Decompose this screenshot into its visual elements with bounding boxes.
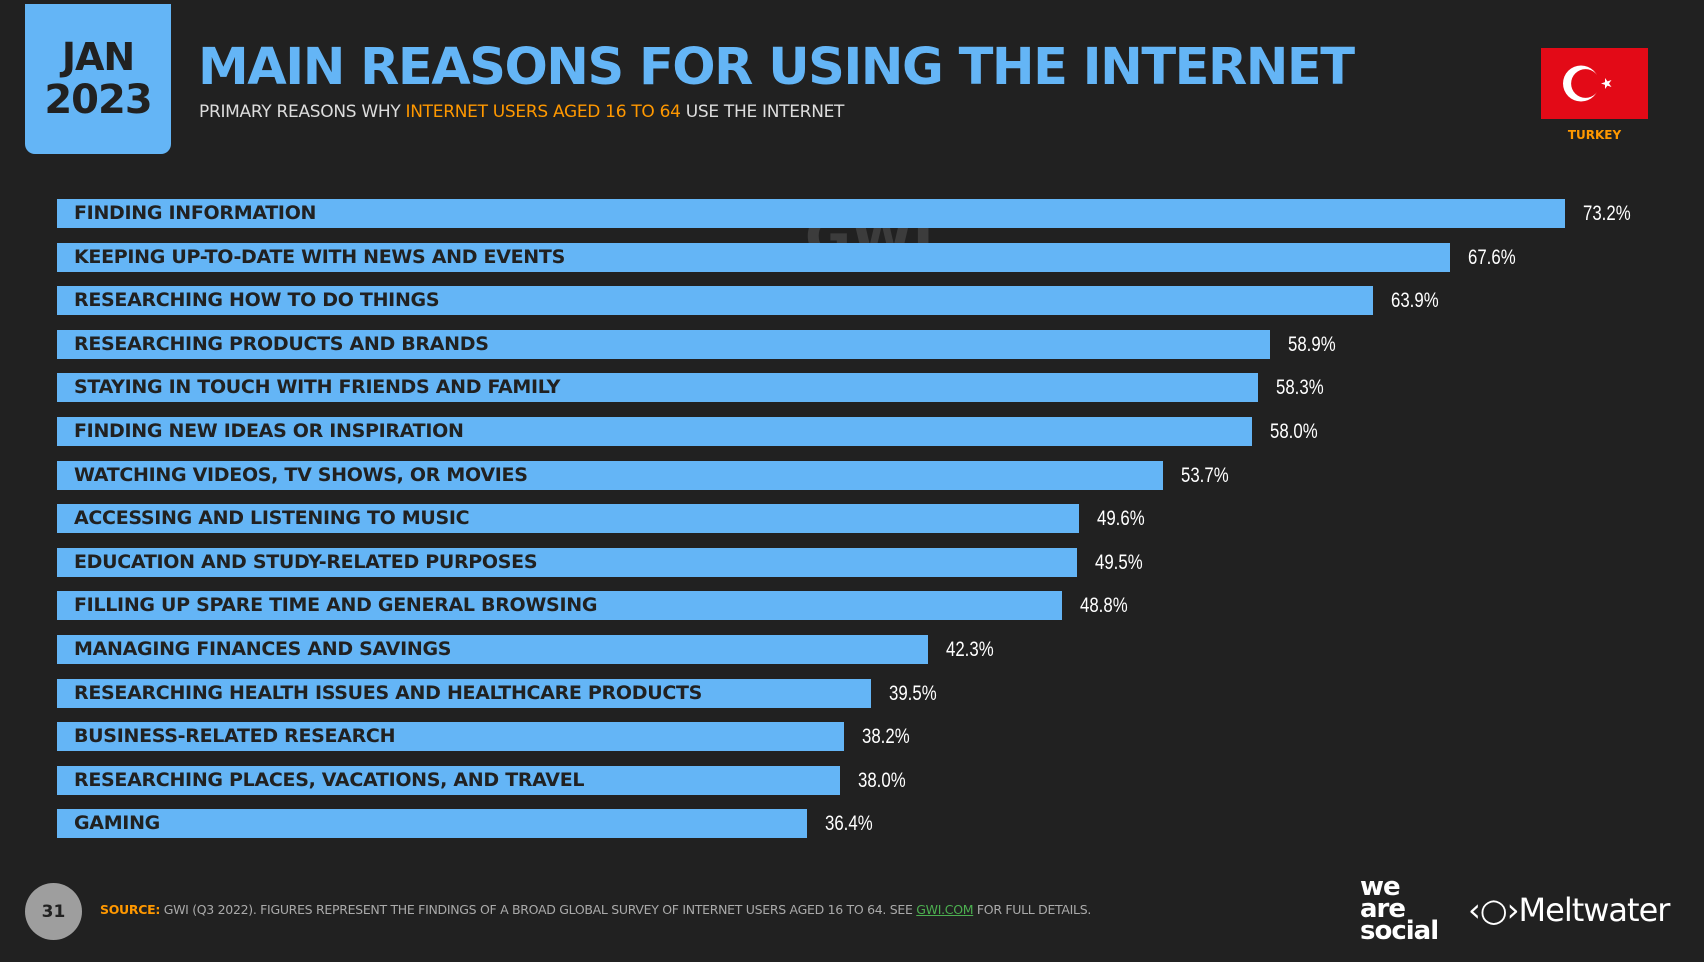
bar (57, 199, 1565, 228)
page-number: 31 (25, 883, 82, 940)
turkey-flag-icon (1541, 48, 1648, 119)
value-label: 63.9% (1391, 289, 1440, 313)
bar (57, 504, 1079, 534)
meltwater-text: Meltwater (1518, 891, 1671, 929)
value-label: 58.0% (1269, 420, 1318, 443)
bar (57, 722, 844, 752)
source-link[interactable]: GWI.COM (916, 902, 974, 917)
value-label: 49.5% (1094, 550, 1143, 574)
value-label: 38.0% (857, 768, 906, 792)
bar (57, 547, 1077, 577)
value-label: 39.5% (888, 681, 937, 705)
bar-label: GAMING (74, 812, 160, 835)
bar (57, 329, 1271, 359)
bar-label: RESEARCHING PRODUCTS AND BRANDS (74, 332, 489, 355)
bar (57, 678, 871, 708)
value-label: 73.2% (1583, 202, 1631, 225)
bar-label: MANAGING FINANCES AND SAVINGS (74, 638, 452, 660)
bar (57, 809, 807, 839)
bar-label: EDUCATION AND STUDY-RELATED PURPOSES (74, 550, 538, 573)
value-label: 67.6% (1467, 245, 1516, 269)
source-text: GWI (Q3 2022). FIGURES REPRESENT THE FIN… (160, 902, 917, 917)
date-month: JAN (61, 35, 135, 79)
meltwater-logo: ‹○›Meltwater (1468, 891, 1671, 929)
bar (57, 591, 1063, 621)
page-title: MAIN REASONS FOR USING THE INTERNET (198, 38, 1355, 97)
date-year: 2023 (44, 77, 152, 123)
source-note: SOURCE: GWI (Q3 2022). FIGURES REPRESENT… (100, 902, 1091, 917)
date-badge: JAN 2023 (25, 4, 171, 154)
bar-label: RESEARCHING PLACES, VACATIONS, AND TRAVE… (74, 768, 585, 791)
bar-label: WATCHING VIDEOS, TV SHOWS, OR MOVIES (74, 463, 528, 486)
value-label: 36.4% (824, 812, 873, 836)
value-label: 48.8% (1080, 594, 1128, 618)
value-label: 42.3% (946, 638, 995, 661)
bar-label: FINDING INFORMATION (74, 202, 317, 224)
value-label: 38.2% (861, 725, 910, 749)
bar (57, 373, 1259, 403)
country-label: TURKEY (1567, 128, 1622, 142)
bar (57, 242, 1450, 272)
bar-label: FILLING UP SPARE TIME AND GENERAL BROWSI… (74, 594, 598, 617)
bar (57, 417, 1252, 446)
bar-label: FINDING NEW IDEAS OR INSPIRATION (74, 420, 464, 442)
subtitle-post: USE THE INTERNET (680, 102, 845, 122)
subtitle-highlight: INTERNET USERS AGED 16 TO 64 (405, 102, 681, 122)
value-label: 49.6% (1096, 507, 1145, 531)
bar (57, 765, 840, 795)
source-label: SOURCE: (100, 902, 161, 917)
value-label: 58.9% (1288, 332, 1337, 356)
bar-label: KEEPING UP-TO-DATE WITH NEWS AND EVENTS (74, 245, 565, 268)
bar-label: RESEARCHING HOW TO DO THINGS (74, 289, 440, 312)
bar-label: RESEARCHING HEALTH ISSUES AND HEALTHCARE… (74, 681, 703, 704)
bar-label: ACCESSING AND LISTENING TO MUSIC (74, 507, 470, 530)
we-are-social-logo: we are social (1360, 872, 1439, 946)
bar (57, 460, 1164, 490)
bar (57, 635, 929, 664)
value-label: 53.7% (1181, 463, 1229, 487)
bar-label: BUSINESS-RELATED RESEARCH (74, 725, 396, 748)
bar-label: STAYING IN TOUCH WITH FRIENDS AND FAMILY (74, 376, 561, 399)
value-label: 58.3% (1276, 376, 1324, 400)
subtitle-pre: PRIMARY REASONS WHY (199, 102, 406, 122)
subtitle: PRIMARY REASONS WHY INTERNET USERS AGED … (199, 102, 844, 122)
bar (57, 286, 1374, 316)
source-post: FOR FULL DETAILS. (973, 902, 1092, 917)
